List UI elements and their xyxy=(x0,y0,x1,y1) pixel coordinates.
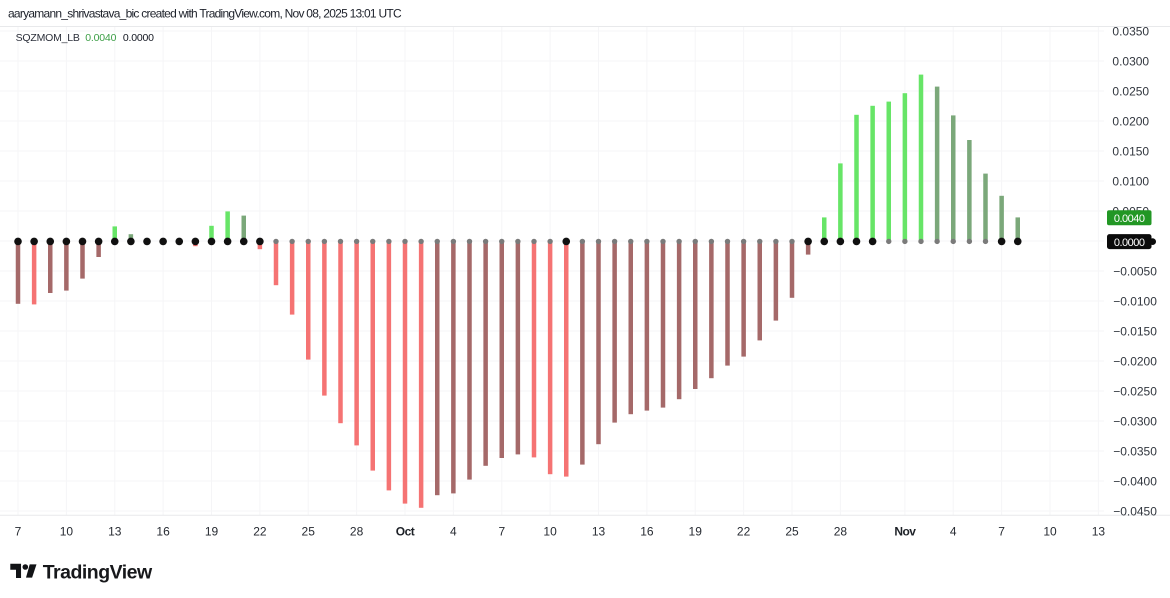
svg-text:0.0150: 0.0150 xyxy=(1112,145,1149,159)
svg-text:−0.0150: −0.0150 xyxy=(1113,325,1157,339)
svg-text:−0.0250: −0.0250 xyxy=(1113,385,1157,399)
svg-text:Nov: Nov xyxy=(894,525,916,539)
svg-text:−0.0400: −0.0400 xyxy=(1113,475,1157,489)
svg-text:−0.0350: −0.0350 xyxy=(1113,445,1157,459)
svg-text:0.0040: 0.0040 xyxy=(85,32,116,44)
svg-text:13: 13 xyxy=(1092,525,1106,539)
svg-text:10: 10 xyxy=(60,525,74,539)
svg-text:0.0100: 0.0100 xyxy=(1112,175,1149,189)
svg-text:−0.0450: −0.0450 xyxy=(1113,505,1157,519)
svg-text:0.0250: 0.0250 xyxy=(1112,85,1149,99)
svg-text:0.0040: 0.0040 xyxy=(1114,213,1145,225)
svg-text:4: 4 xyxy=(950,525,957,539)
svg-text:16: 16 xyxy=(156,525,170,539)
svg-text:aaryamann_shrivastava_bic crea: aaryamann_shrivastava_bic created with T… xyxy=(8,7,402,21)
svg-text:19: 19 xyxy=(689,525,703,539)
svg-text:10: 10 xyxy=(543,525,557,539)
svg-text:13: 13 xyxy=(108,525,122,539)
svg-text:19: 19 xyxy=(205,525,219,539)
svg-text:13: 13 xyxy=(592,525,606,539)
svg-text:28: 28 xyxy=(350,525,364,539)
svg-text:4: 4 xyxy=(450,525,457,539)
svg-text:0.0200: 0.0200 xyxy=(1112,115,1149,129)
svg-text:7: 7 xyxy=(998,525,1005,539)
svg-text:0.0000: 0.0000 xyxy=(123,32,154,44)
svg-text:0.0000: 0.0000 xyxy=(1114,237,1145,249)
svg-text:−0.0100: −0.0100 xyxy=(1113,295,1157,309)
svg-text:−0.0300: −0.0300 xyxy=(1113,415,1157,429)
svg-text:25: 25 xyxy=(785,525,799,539)
svg-text:22: 22 xyxy=(253,525,267,539)
svg-text:10: 10 xyxy=(1043,525,1057,539)
svg-text:28: 28 xyxy=(834,525,848,539)
svg-text:7: 7 xyxy=(15,525,22,539)
svg-text:−0.0050: −0.0050 xyxy=(1113,265,1157,279)
svg-text:25: 25 xyxy=(302,525,316,539)
svg-text:7: 7 xyxy=(498,525,505,539)
svg-text:Oct: Oct xyxy=(396,525,415,539)
svg-text:0.0300: 0.0300 xyxy=(1112,55,1149,69)
svg-text:−0.0200: −0.0200 xyxy=(1113,355,1157,369)
svg-text:16: 16 xyxy=(640,525,654,539)
svg-text:0.0350: 0.0350 xyxy=(1112,25,1149,39)
svg-text:TradingView: TradingView xyxy=(43,561,153,583)
svg-text:22: 22 xyxy=(737,525,751,539)
svg-text:SQZMOM_LB: SQZMOM_LB xyxy=(16,32,80,44)
